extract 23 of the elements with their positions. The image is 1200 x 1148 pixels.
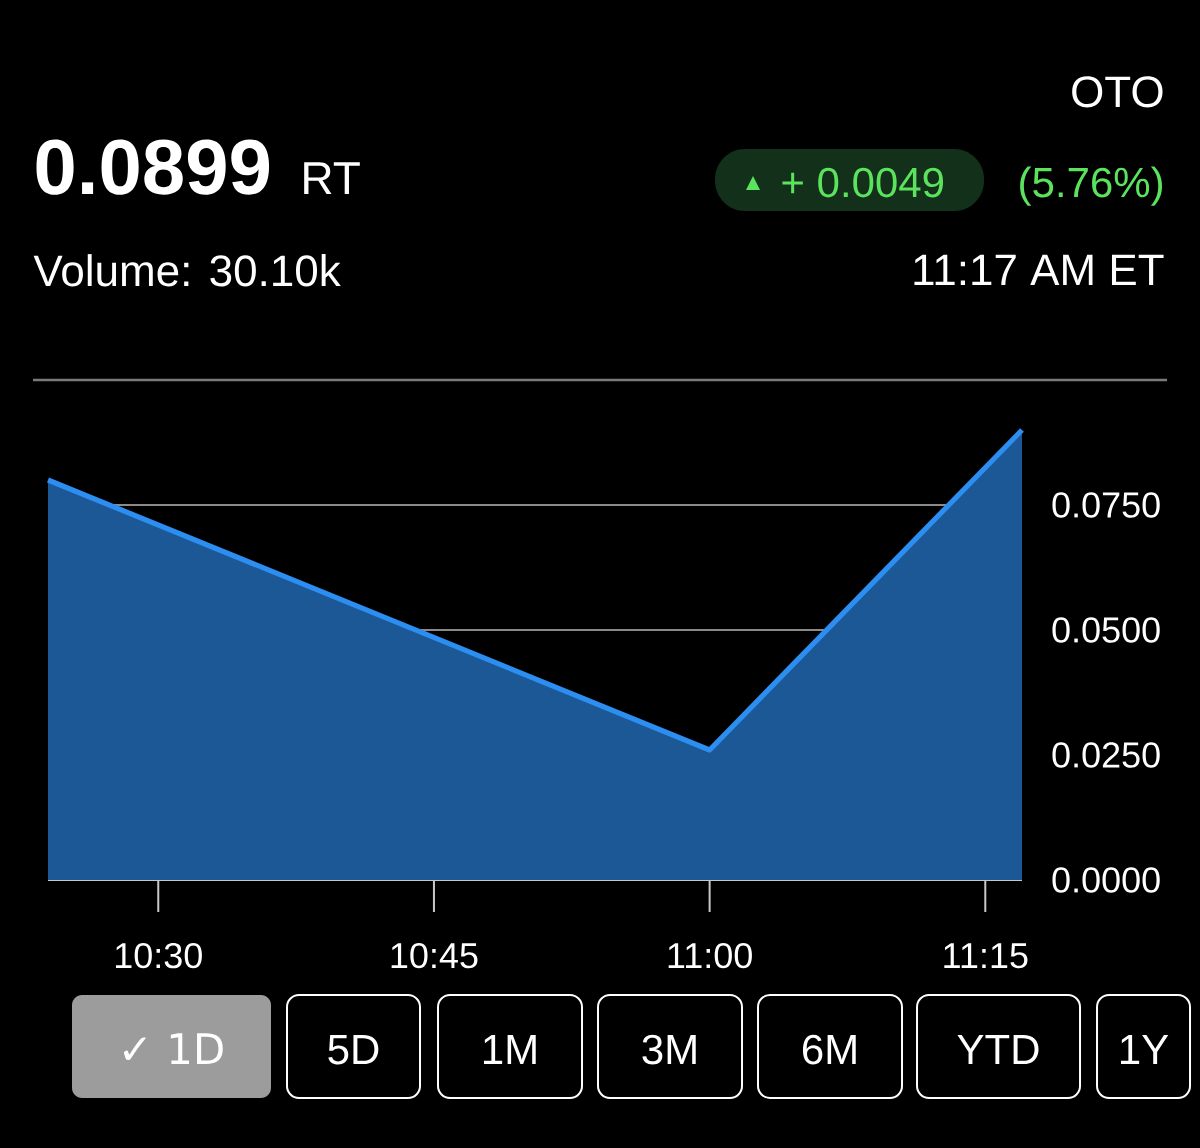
- text: ▲: [745, 175, 761, 191]
- x-tick-label: 11:15: [944, 943, 1028, 969]
- text: RT: [304, 162, 360, 194]
- text: 6M: [802, 1034, 856, 1065]
- text: (5.76%): [1020, 166, 1162, 206]
- x-tick-label: 10:30: [115, 942, 202, 969]
- text: + 0.0049: [782, 167, 944, 198]
- y-tick-label: 0.0250: [1052, 742, 1160, 768]
- text: 1M: [484, 1035, 536, 1064]
- text: Volume: 30.10k: [33, 254, 341, 287]
- y-tick-label: 0.0500: [1052, 617, 1160, 643]
- y-tick-label: 0.0000: [1052, 867, 1160, 893]
- text: 11:17 AM ET: [914, 254, 1164, 285]
- text: 5D: [328, 1035, 379, 1065]
- text: OTO: [1072, 76, 1163, 108]
- x-tick-label: 10:45: [391, 942, 478, 969]
- text: 1Y: [1121, 1035, 1169, 1064]
- text: YTD: [957, 1035, 1039, 1064]
- text: 3M: [642, 1034, 696, 1065]
- y-tick-label: 0.0750: [1052, 492, 1160, 518]
- x-tick-label: 11:00: [668, 942, 752, 969]
- text: 0.0899: [36, 139, 270, 195]
- text: ✓ 1D: [123, 1033, 223, 1064]
